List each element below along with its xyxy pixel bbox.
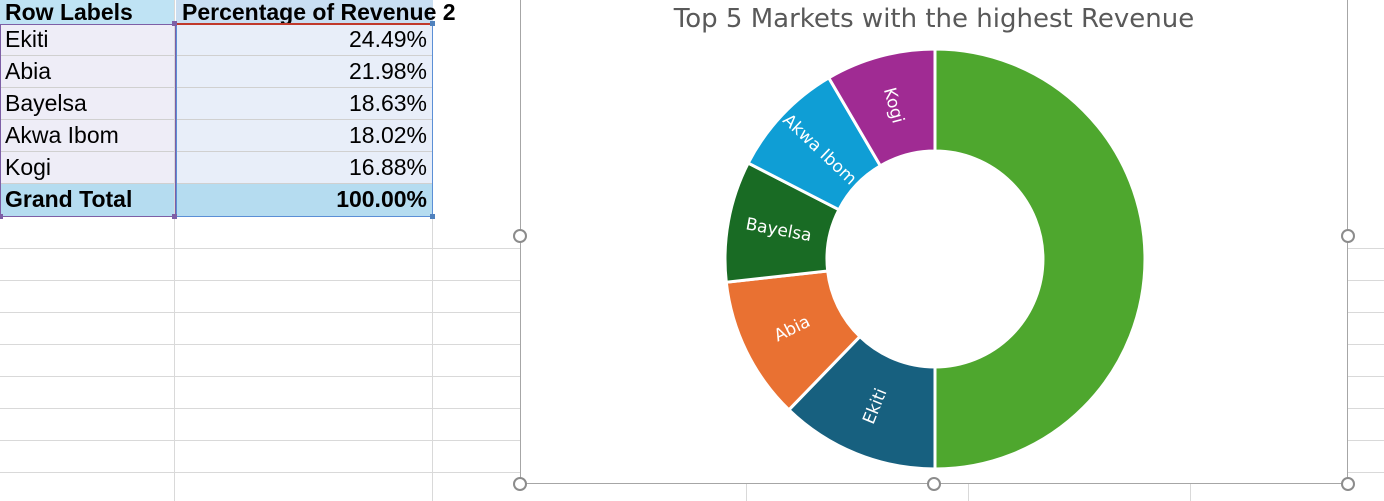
chart-resize-handle-left[interactable] [513,229,527,243]
chart-resize-handle-bottom[interactable] [927,477,941,491]
row-label-cell[interactable]: Kogi [0,152,174,184]
chart-resize-handle-right[interactable] [1341,229,1355,243]
value-field-header[interactable]: Percentage of Revenue 2 [176,0,456,24]
header-range-highlight [176,23,433,25]
range-handle[interactable] [430,214,435,219]
range-handle[interactable] [172,214,177,219]
grand-total-label[interactable]: Grand Total [0,184,174,216]
row-value-cell[interactable]: 18.63% [176,88,433,120]
range-handle[interactable] [430,21,435,26]
row-value-cell[interactable]: 24.49% [176,24,433,56]
grand-total-value[interactable]: 100.00% [176,184,433,216]
pivot-row: Bayelsa 18.63% [0,88,433,120]
row-label-cell[interactable]: Bayelsa [0,88,174,120]
row-labels-header[interactable]: Row Labels [0,0,174,24]
row-label-cell[interactable]: Abia [0,56,174,88]
pivot-row: Abia 21.98% [0,56,433,88]
gridline-col-b [432,0,433,501]
pivot-row: Akwa Ibom 18.02% [0,120,433,152]
row-value-cell[interactable]: 21.98% [176,56,433,88]
row-label-cell[interactable]: Ekiti [0,24,174,56]
donut-slice-kogi[interactable] [826,47,937,168]
pivot-total-row: Grand Total 100.00% [0,184,433,216]
range-handle[interactable] [0,214,3,219]
range-handle[interactable] [172,21,177,26]
chart-resize-handle-bottom-left[interactable] [513,477,527,491]
pivot-row: Kogi 16.88% [0,152,433,184]
row-value-cell[interactable]: 18.02% [176,120,433,152]
gridline-col-a [174,0,175,501]
chart-title[interactable]: Top 5 Markets with the highest Revenue [673,4,1195,34]
donut-slice-total[interactable] [933,47,1147,471]
chart-resize-handle-bottom-right[interactable] [1341,477,1355,491]
pivot-row: Ekiti 24.49% [0,24,433,56]
pivot-header-row: Row Labels Percentage of Revenue 2 [0,0,456,32]
row-value-cell[interactable]: 16.88% [176,152,433,184]
row-label-cell[interactable]: Akwa Ibom [0,120,174,152]
